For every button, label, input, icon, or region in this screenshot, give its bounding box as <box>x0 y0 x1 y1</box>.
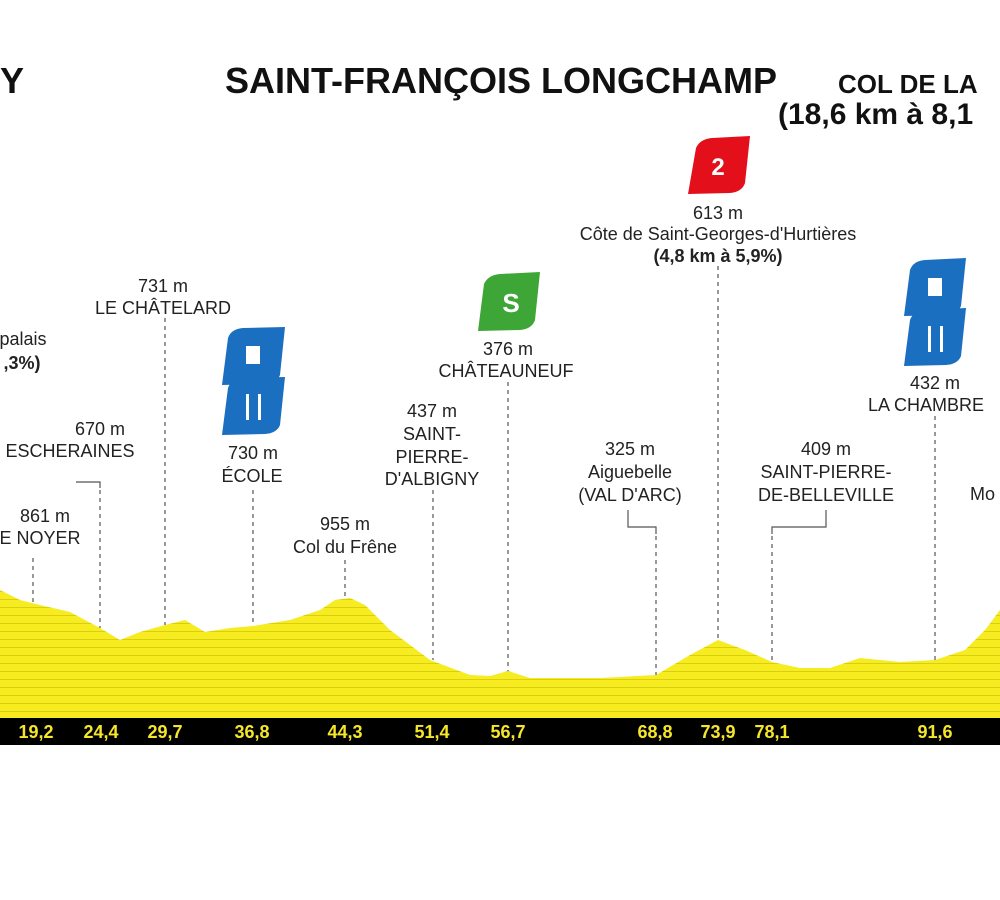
waypoint-altitude: 730 m <box>228 443 278 463</box>
km-marker: 78,1 <box>754 722 789 742</box>
feed-icons <box>222 258 966 435</box>
waypoint-name: D'ALBIGNY <box>385 469 479 489</box>
finish-climb-detail: (18,6 km à 8,1 <box>778 98 973 131</box>
waypoint-labels: palais ,3%) 861 m E NOYER 670 m ESCHERAI… <box>0 203 995 557</box>
km-marker: 73,9 <box>700 722 735 742</box>
guides <box>32 266 936 675</box>
waypoint-name: SAINT-PIERRE- <box>760 462 891 482</box>
elevation-profile <box>0 590 1000 718</box>
waypoint-name: PIERRE- <box>395 447 468 467</box>
start-name: Y <box>0 60 24 101</box>
km-marker: 44,3 <box>327 722 362 742</box>
waypoint-altitude: 670 m <box>75 419 125 439</box>
waypoint-name: E NOYER <box>0 528 81 548</box>
km-marker: 29,7 <box>147 722 182 742</box>
waypoint-name: Col du Frêne <box>293 537 397 557</box>
km-markers: 19,2 24,4 29,7 36,8 44,3 51,4 56,7 68,8 … <box>18 722 952 742</box>
climb-category: 2 <box>711 154 724 181</box>
km-marker: 24,4 <box>83 722 118 742</box>
waypoint-name: CHÂTEAUNEUF <box>438 361 573 381</box>
finish-climb: COL DE LA <box>838 69 978 99</box>
waypoint-name: ESCHERAINES <box>5 441 134 461</box>
km-bar <box>0 718 1000 745</box>
waypoint-name: DE-BELLEVILLE <box>758 485 894 505</box>
climb-badge: 2 <box>688 136 750 194</box>
waypoint-altitude: 432 m <box>910 373 960 393</box>
sprint-letter: S <box>502 288 519 318</box>
km-marker: 51,4 <box>414 722 449 742</box>
km-marker: 19,2 <box>18 722 53 742</box>
km-marker: 56,7 <box>490 722 525 742</box>
waypoint-name: LE CHÂTELARD <box>95 298 231 318</box>
waypoint-detail: ,3%) <box>3 353 40 373</box>
waypoint-name: palais <box>0 329 47 349</box>
km-marker: 91,6 <box>917 722 952 742</box>
waypoint-name: Mo <box>970 484 995 504</box>
waypoint-altitude: 955 m <box>320 514 370 534</box>
waypoint-name: SAINT- <box>403 424 461 444</box>
waypoint-name: ÉCOLE <box>221 466 282 486</box>
waypoint-altitude: 861 m <box>20 506 70 526</box>
waypoint-altitude: 437 m <box>407 401 457 421</box>
finish-name: SAINT-FRANÇOIS LONGCHAMP <box>225 60 777 101</box>
km-marker: 36,8 <box>234 722 269 742</box>
waypoint-altitude: 325 m <box>605 439 655 459</box>
km-marker: 68,8 <box>637 722 672 742</box>
waypoint-detail: (4,8 km à 5,9%) <box>653 246 782 266</box>
sprint-badge: S <box>478 272 540 331</box>
waypoint-altitude: 731 m <box>138 276 188 296</box>
waypoint-altitude: 613 m <box>693 203 743 223</box>
waypoint-altitude: 409 m <box>801 439 851 459</box>
waypoint-name: (VAL D'ARC) <box>578 485 681 505</box>
waypoint-name: Aiguebelle <box>588 462 672 482</box>
waypoint-name: LA CHAMBRE <box>868 395 984 415</box>
waypoint-altitude: 376 m <box>483 339 533 359</box>
waypoint-name: Côte de Saint-Georges-d'Hurtières <box>580 224 857 244</box>
